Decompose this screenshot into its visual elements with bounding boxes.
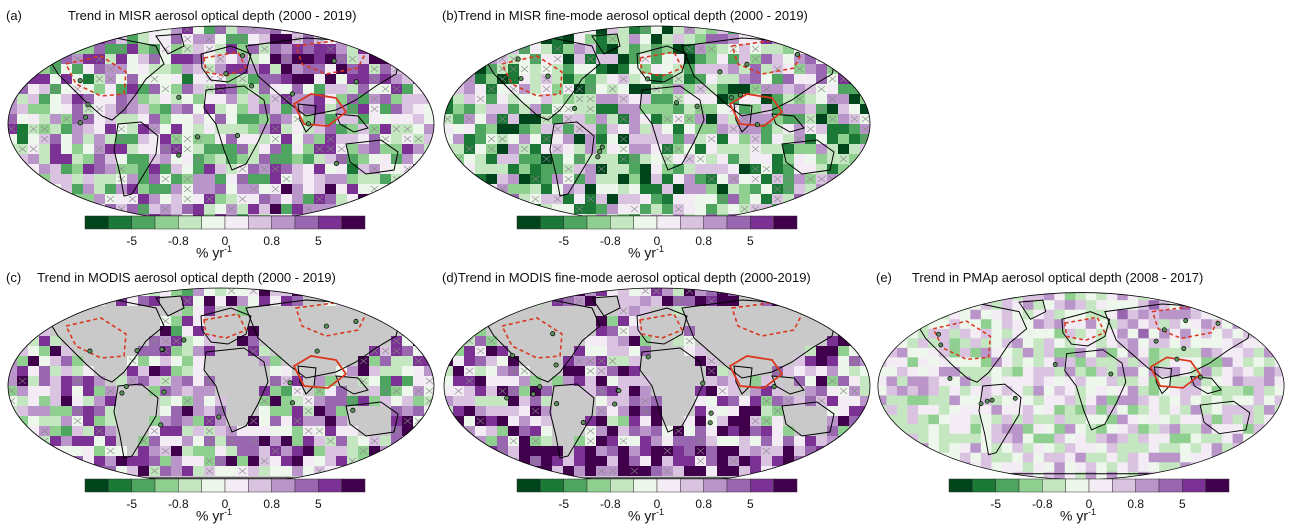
colorbar-unit: % yr-1 bbox=[196, 244, 232, 261]
svg-text:-0.8: -0.8 bbox=[600, 234, 621, 248]
svg-text:0: 0 bbox=[654, 497, 661, 511]
panel-title: (c) Trend in MODIS aerosol optical depth … bbox=[6, 270, 336, 285]
svg-text:0: 0 bbox=[654, 234, 661, 248]
colorbar-c: -5 -0.8 0 0.8 5 bbox=[84, 478, 366, 511]
colorbar-unit: % yr-1 bbox=[628, 507, 664, 524]
panel-label: (e) bbox=[876, 270, 892, 285]
svg-text:5: 5 bbox=[747, 497, 754, 511]
svg-text:-5: -5 bbox=[990, 497, 1001, 511]
panel-d: (d)Trend in MODIS fine-mode aerosol opti… bbox=[442, 270, 882, 530]
unit-base: % yr bbox=[628, 244, 656, 261]
svg-text:0.8: 0.8 bbox=[695, 234, 712, 248]
svg-text:-0.8: -0.8 bbox=[168, 234, 189, 248]
map-e bbox=[877, 292, 1285, 480]
svg-text:0.8: 0.8 bbox=[263, 497, 280, 511]
panel-title-text: Trend in MISR fine-mode aerosol optical … bbox=[457, 8, 808, 23]
unit-exp: -1 bbox=[656, 244, 665, 254]
svg-text:0.8: 0.8 bbox=[1127, 497, 1144, 511]
unit-exp: -1 bbox=[656, 507, 665, 517]
svg-text:-5: -5 bbox=[126, 234, 137, 248]
colorbar-d: -5 -0.8 0 0.8 5 bbox=[516, 478, 798, 511]
panel-title: (d)Trend in MODIS fine-mode aerosol opti… bbox=[442, 270, 811, 285]
panel-label: (b) bbox=[442, 8, 458, 23]
svg-text:5: 5 bbox=[747, 234, 754, 248]
colorbar-a: -5 -0.8 0 0.8 5 bbox=[84, 215, 366, 248]
panel-label: (a) bbox=[6, 8, 22, 23]
map-c bbox=[7, 287, 435, 485]
unit-exp: -1 bbox=[224, 244, 233, 254]
unit-base: % yr bbox=[628, 507, 656, 524]
colorbar-unit: % yr-1 bbox=[196, 507, 232, 524]
svg-text:5: 5 bbox=[315, 497, 322, 511]
svg-text:-5: -5 bbox=[126, 497, 137, 511]
panel-b: (b)Trend in MISR fine-mode aerosol optic… bbox=[442, 8, 882, 268]
unit-exp: -1 bbox=[224, 507, 233, 517]
panel-label: (c) bbox=[6, 270, 22, 285]
panel-e: (e) Trend in PMAp aerosol optical depth (… bbox=[876, 270, 1292, 530]
panel-title: (b)Trend in MISR fine-mode aerosol optic… bbox=[442, 8, 808, 23]
panel-title-text: Trend in MODIS aerosol optical depth (20… bbox=[37, 270, 336, 285]
colorbar-b: -5 -0.8 0 0.8 5 bbox=[516, 215, 798, 248]
map-b bbox=[443, 25, 871, 223]
svg-text:0: 0 bbox=[222, 497, 229, 511]
colorbar-e: -5 -0.8 0 0.8 5 bbox=[948, 478, 1230, 511]
svg-text:0.8: 0.8 bbox=[263, 234, 280, 248]
panel-title-text: Trend in PMAp aerosol optical depth (200… bbox=[911, 270, 1204, 285]
colorbar-unit: % yr-1 bbox=[1060, 507, 1096, 524]
panel-c: (c) Trend in MODIS aerosol optical depth … bbox=[6, 270, 446, 530]
unit-exp: -1 bbox=[1088, 507, 1097, 517]
panel-title-text: Trend in MODIS fine-mode aerosol optical… bbox=[457, 270, 811, 285]
svg-text:0.8: 0.8 bbox=[695, 497, 712, 511]
svg-text:5: 5 bbox=[1179, 497, 1186, 511]
unit-base: % yr bbox=[196, 507, 224, 524]
map-d bbox=[443, 287, 871, 485]
colorbar-unit: % yr-1 bbox=[628, 244, 664, 261]
svg-text:-5: -5 bbox=[558, 234, 569, 248]
svg-text:-0.8: -0.8 bbox=[1032, 497, 1053, 511]
panel-title: (a) Trend in MISR aerosol optical depth (… bbox=[6, 8, 356, 23]
svg-text:-0.8: -0.8 bbox=[600, 497, 621, 511]
svg-text:5: 5 bbox=[315, 234, 322, 248]
svg-text:-0.8: -0.8 bbox=[168, 497, 189, 511]
unit-base: % yr bbox=[196, 244, 224, 261]
svg-text:0: 0 bbox=[1086, 497, 1093, 511]
panel-title: (e) Trend in PMAp aerosol optical depth (… bbox=[876, 270, 1203, 285]
unit-base: % yr bbox=[1060, 507, 1088, 524]
panel-a: (a) Trend in MISR aerosol optical depth (… bbox=[6, 8, 446, 268]
panel-title-text: Trend in MISR aerosol optical depth (200… bbox=[67, 8, 357, 23]
svg-text:0: 0 bbox=[222, 234, 229, 248]
svg-text:-5: -5 bbox=[558, 497, 569, 511]
panel-label: (d) bbox=[442, 270, 458, 285]
map-a bbox=[7, 25, 435, 223]
